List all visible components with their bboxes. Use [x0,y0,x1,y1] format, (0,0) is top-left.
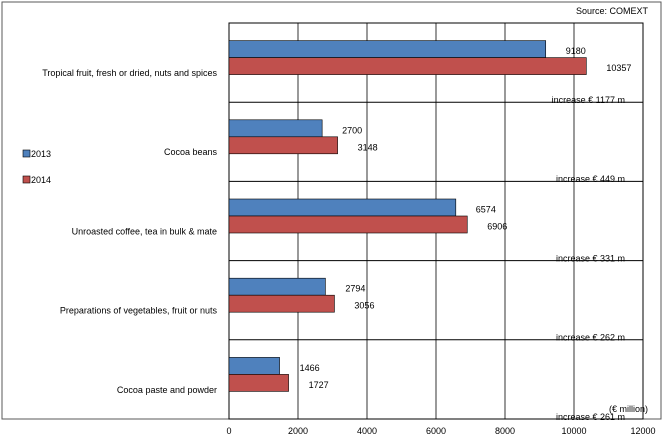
x-tick-label: 12000 [630,426,655,436]
unit-note: (€ million) [609,404,648,414]
data-label-2014: 10357 [606,63,631,73]
bar-2013 [228,357,280,375]
data-label-2014: 3056 [354,301,374,311]
label-layer: 0 2000 4000 6000 8000 10000 12000 Tropical frui… [22,46,656,436]
bar-2014 [228,136,338,155]
bar-2013 [228,119,323,138]
increase-annotation: increase € 261 m [556,412,625,422]
data-label-2013: 2794 [345,284,365,294]
category-label: Preparations of vegetables, fruit or nut… [60,306,218,316]
x-tick-label: 6000 [426,426,446,436]
increase-annotation: increase € 1177 m [552,95,625,105]
x-tick-label: 0 [226,426,231,436]
x-tick-label: 8000 [495,426,515,436]
bar-2014 [228,57,587,75]
increase-annotation: increase € 262 m [556,333,625,343]
source-label: Source: COMEXT [576,6,649,16]
bar-2013 [228,198,457,217]
data-label-2014: 3148 [358,142,378,152]
x-tick-label: 2000 [288,426,308,436]
category-label: Cocoa beans [164,147,218,157]
legend-label-2013: 2013 [31,149,51,159]
x-tick-label: 4000 [357,426,377,436]
data-label-2013: 9180 [566,46,586,56]
bar-2014 [228,215,468,234]
data-label-2013: 2700 [342,125,362,135]
legend-swatch-2014 [22,175,31,184]
x-tick-label: 10000 [561,426,586,436]
data-label-2013: 1466 [300,363,320,373]
category-label: Unroasted coffee, tea in bulk & mate [72,226,217,236]
bar-2013 [228,40,547,58]
legend-swatch-2013 [22,149,31,158]
category-label: Tropical fruit, fresh or dried, nuts and… [42,68,217,78]
bar-layer [228,40,587,392]
bar-2014 [228,294,335,313]
bar-2013 [228,277,326,296]
increase-annotation: increase € 331 m [556,253,625,263]
bar-2014 [228,374,289,392]
data-label-2013: 6574 [476,205,496,215]
legend-label-2014: 2014 [31,175,51,185]
category-label: Cocoa paste and powder [117,385,217,395]
increase-annotation: increase € 449 m [556,174,625,184]
data-label-2014: 6906 [487,222,507,232]
data-label-2014: 1727 [309,380,329,390]
